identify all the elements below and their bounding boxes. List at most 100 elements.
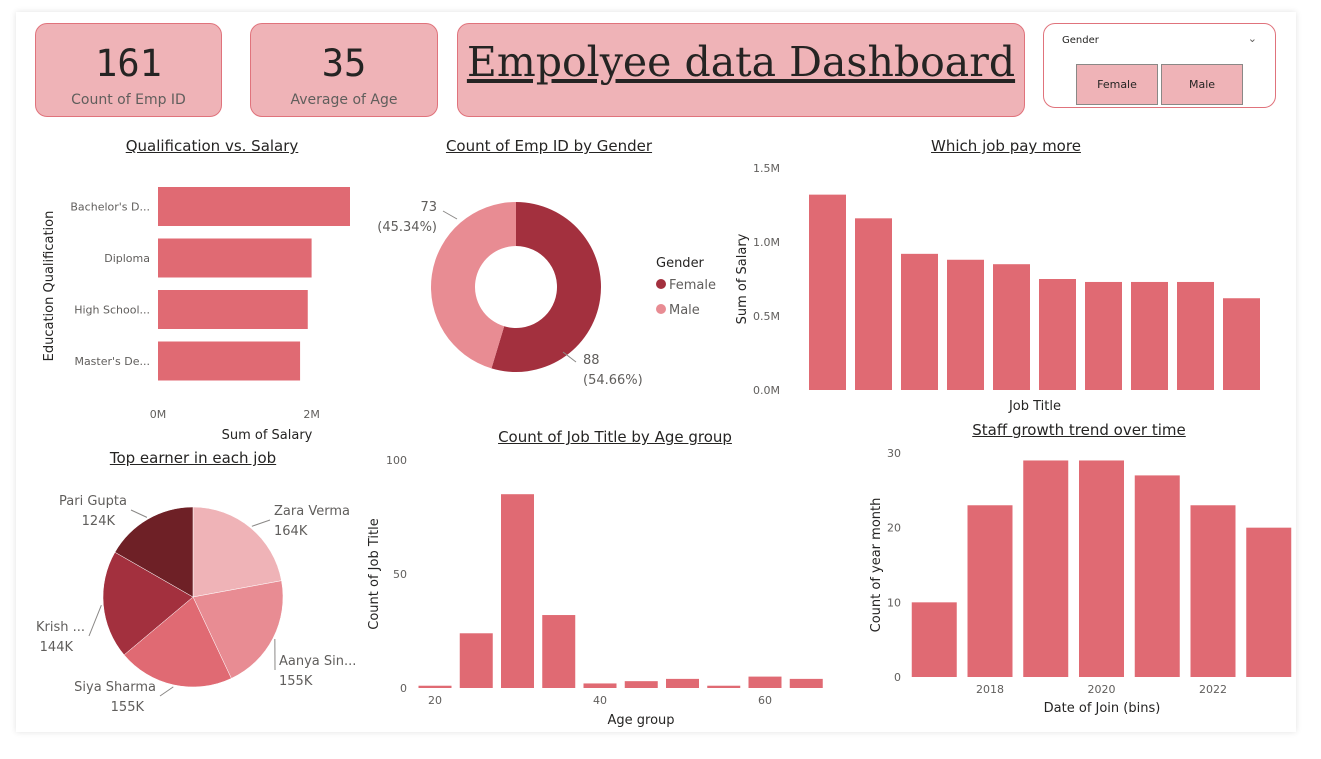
- bar[interactable]: [1246, 527, 1292, 677]
- kpi-card-count-emp[interactable]: 161 Count of Emp ID: [35, 23, 222, 117]
- leader-line[interactable]: [562, 351, 577, 363]
- leader-line[interactable]: [130, 509, 148, 518]
- bar[interactable]: [1190, 505, 1236, 677]
- kpi-value: 35: [321, 42, 367, 85]
- bar[interactable]: [583, 683, 617, 688]
- bar[interactable]: [855, 218, 892, 390]
- bar[interactable]: [748, 676, 782, 688]
- pie-slice[interactable]: [192, 506, 282, 598]
- bar[interactable]: [809, 194, 846, 390]
- data-label: 155K: [111, 700, 145, 715]
- tick-label: 2018: [976, 683, 1004, 696]
- bar[interactable]: [158, 290, 308, 329]
- bar[interactable]: [418, 685, 452, 688]
- bar[interactable]: [1223, 298, 1260, 390]
- axis-title: Age group: [607, 713, 674, 728]
- pie-slice[interactable]: [114, 506, 194, 598]
- bar[interactable]: [901, 253, 938, 390]
- data-label: 88: [583, 353, 600, 368]
- leader-line[interactable]: [442, 210, 458, 220]
- tick-label: 2022: [1199, 683, 1227, 696]
- legend-marker[interactable]: [656, 304, 666, 314]
- tick-label: 20: [428, 694, 442, 707]
- dashboard-title: Empolyee data Dashboard: [466, 38, 1016, 86]
- tick-label: 0: [400, 682, 407, 695]
- bar[interactable]: [1177, 281, 1214, 390]
- data-label: (54.66%): [583, 373, 643, 388]
- data-label: 155K: [279, 674, 313, 689]
- bar[interactable]: [1085, 281, 1122, 390]
- bar[interactable]: [158, 187, 350, 226]
- kpi-value: 161: [95, 42, 162, 85]
- chart-title-gender: Count of Emp ID by Gender: [445, 137, 653, 155]
- tick-label: 30: [887, 447, 901, 460]
- donut-slice[interactable]: [491, 202, 601, 372]
- data-label: Siya Sharma: [74, 680, 156, 695]
- slicer-option-male[interactable]: Male: [1161, 64, 1243, 105]
- kpi-label: Count of Emp ID: [71, 92, 186, 108]
- bar[interactable]: [707, 685, 741, 688]
- axis-title: Sum of Salary: [222, 428, 313, 443]
- tick-label: 1.0M: [753, 236, 780, 249]
- axis-title: Education Qualification: [42, 211, 57, 362]
- slicer-header: Gender: [1062, 35, 1099, 46]
- dashboard-title-card: Empolyee data Dashboard: [457, 23, 1025, 117]
- tick-label: 0M: [150, 408, 167, 421]
- chevron-down-icon[interactable]: ⌄: [1247, 32, 1257, 45]
- kpi-card-average-age[interactable]: 35 Average of Age: [250, 23, 438, 117]
- bar[interactable]: [666, 678, 699, 688]
- axis-title: Count of Job Title: [367, 518, 382, 629]
- legend-label: Female: [669, 278, 716, 293]
- gender-slicer[interactable]: Gender ⌄ Female Male: [1043, 23, 1276, 108]
- tick-label: 100: [386, 454, 407, 467]
- bar[interactable]: [967, 505, 1013, 677]
- chart-title-staffgrowth: Staff growth trend over time: [972, 421, 1186, 439]
- donut-slice[interactable]: [431, 202, 516, 369]
- kpi-label: Average of Age: [290, 92, 398, 108]
- tick-label: Diploma: [104, 252, 150, 265]
- leader-line[interactable]: [88, 604, 102, 637]
- tick-label: 0.5M: [753, 310, 780, 323]
- tick-label: 50: [393, 568, 407, 581]
- bar[interactable]: [459, 633, 493, 688]
- tick-label: 0.0M: [753, 384, 780, 397]
- bar[interactable]: [624, 681, 658, 688]
- bar[interactable]: [1039, 279, 1076, 390]
- data-label: Pari Gupta: [59, 494, 127, 509]
- tick-label: Master's De...: [74, 355, 150, 368]
- bar[interactable]: [993, 264, 1030, 390]
- tick-label: Bachelor's D...: [70, 201, 150, 214]
- leader-line[interactable]: [251, 519, 271, 527]
- slicer-option-female[interactable]: Female: [1076, 64, 1158, 105]
- bar[interactable]: [158, 238, 312, 278]
- bar[interactable]: [1131, 281, 1168, 390]
- data-label: Zara Verma: [274, 504, 350, 519]
- bar[interactable]: [1023, 460, 1069, 677]
- tick-label: High School...: [74, 304, 150, 317]
- bar[interactable]: [1134, 475, 1180, 677]
- data-label: 124K: [82, 514, 116, 529]
- leader-line[interactable]: [159, 686, 174, 697]
- tick-label: 10: [887, 596, 901, 609]
- axis-title: Count of year month: [869, 498, 884, 633]
- data-label: 144K: [40, 640, 74, 655]
- bar[interactable]: [789, 678, 823, 688]
- tick-label: 2020: [1088, 683, 1116, 696]
- bar[interactable]: [1079, 460, 1124, 677]
- pie-slice[interactable]: [123, 596, 232, 688]
- bar[interactable]: [501, 494, 534, 688]
- pie-slice[interactable]: [192, 580, 284, 679]
- bar[interactable]: [911, 602, 957, 677]
- chart-title-topearner: Top earner in each job: [109, 449, 277, 467]
- tick-label: 2M: [303, 408, 320, 421]
- bar[interactable]: [158, 341, 301, 381]
- bar[interactable]: [947, 259, 984, 390]
- tick-label: 60: [758, 694, 772, 707]
- bar[interactable]: [542, 615, 576, 688]
- legend-marker[interactable]: [656, 279, 666, 289]
- legend-label: Male: [669, 303, 700, 318]
- data-label: 73: [420, 200, 437, 215]
- pie-slice[interactable]: [102, 551, 194, 656]
- axis-title: Date of Join (bins): [1044, 701, 1161, 716]
